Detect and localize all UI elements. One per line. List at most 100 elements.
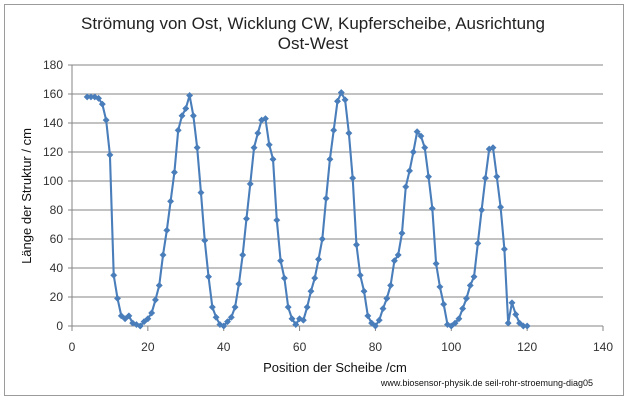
data-point-marker [322, 194, 330, 202]
data-point-marker [212, 313, 220, 321]
data-point-marker [223, 318, 232, 326]
data-point-marker [167, 197, 175, 205]
tick-labels: 0 20 40 60 80 100 120 140 160 180 0 20 40 60 80 100 120 1… [43, 58, 613, 354]
data-point-marker [102, 116, 110, 124]
source-credit: www.biosensor-physik.de seil-rohr-stroem… [380, 378, 593, 388]
data-point-marker [330, 126, 338, 134]
data-point-marker [318, 235, 326, 243]
data-point-marker [288, 315, 296, 323]
data-point-marker [148, 309, 156, 317]
y-tick-label: 20 [50, 290, 64, 304]
data-point-marker [303, 303, 311, 311]
data-point-marker [523, 322, 531, 330]
data-point-marker [337, 88, 345, 97]
data-point-marker [265, 141, 273, 149]
data-point-marker [311, 274, 319, 282]
data-point-marker [91, 93, 99, 101]
data-point-marker [94, 94, 103, 102]
data-point-marker [417, 132, 425, 140]
data-point-marker [242, 215, 251, 223]
data-point-marker [508, 299, 516, 307]
data-point-marker [220, 322, 228, 330]
y-tick-label: 140 [43, 116, 63, 130]
data-point-marker [402, 183, 410, 191]
data-point-marker [193, 144, 201, 152]
data-point-marker [113, 294, 122, 303]
y-tick-label: 60 [50, 232, 64, 246]
data-point-marker [151, 296, 159, 304]
data-point-marker [428, 204, 436, 213]
data-point-marker [440, 300, 448, 308]
x-tick-label: 0 [69, 340, 76, 354]
y-tick-label: 120 [43, 145, 63, 159]
data-point-marker [500, 245, 508, 253]
data-point-marker [273, 216, 281, 224]
data-point-marker [333, 97, 342, 105]
data-point-marker [360, 287, 368, 295]
data-point-marker [474, 239, 482, 247]
data-point-marker [299, 316, 307, 324]
data-point-marker [504, 319, 512, 327]
data-point-marker [277, 257, 285, 265]
data-point-marker [307, 287, 315, 295]
data-point-marker [110, 271, 118, 279]
y-axis-title: Länge der Struktur / cm [19, 128, 34, 264]
data-point-marker [409, 148, 417, 156]
data-point-marker [227, 313, 235, 321]
data-point-marker [481, 174, 489, 182]
data-point-marker [394, 251, 402, 259]
data-point-marker [186, 91, 194, 100]
data-point-marker [349, 174, 357, 182]
data-point-marker [235, 280, 243, 288]
x-tick-label: 40 [217, 340, 231, 354]
axes [68, 64, 604, 331]
data-point-marker [98, 100, 106, 108]
data-point-marker [497, 203, 505, 211]
data-point-marker [125, 312, 133, 320]
data-point-marker [352, 241, 361, 249]
data-point-marker [178, 112, 186, 120]
data-point-marker [470, 273, 478, 281]
data-point-marker [406, 167, 414, 175]
data-point-marker [326, 155, 334, 163]
data-point-marker [421, 144, 429, 152]
data-markers [83, 88, 531, 330]
data-point-marker [379, 305, 387, 313]
data-point-marker [436, 283, 444, 291]
data-point-marker [170, 168, 178, 176]
data-point-marker [371, 322, 379, 330]
data-point-marker [254, 129, 262, 137]
x-tick-label: 80 [369, 340, 383, 354]
data-point-marker [189, 112, 197, 120]
data-point-marker [208, 303, 216, 311]
data-point-marker [489, 144, 497, 152]
x-tick-label: 120 [517, 340, 537, 354]
x-tick-label: 20 [141, 340, 155, 354]
data-point-marker [466, 281, 474, 289]
y-tick-label: 180 [43, 58, 63, 72]
data-point-marker [155, 281, 163, 289]
data-point-marker [390, 257, 398, 265]
x-tick-label: 60 [293, 340, 307, 354]
data-point-marker [455, 315, 463, 323]
data-series [86, 91, 529, 328]
data-point-marker [163, 226, 171, 234]
data-point-marker [261, 115, 269, 123]
data-point-marker [201, 236, 209, 245]
data-point-marker [424, 173, 433, 181]
data-point-marker [451, 319, 459, 327]
data-point-marker [292, 320, 300, 329]
data-point-marker [459, 305, 467, 313]
data-point-marker [280, 274, 288, 282]
data-point-marker [341, 96, 349, 104]
data-point-marker [364, 312, 372, 320]
data-point-marker [478, 206, 486, 214]
series-line-0 [86, 91, 529, 328]
data-point-marker [314, 255, 323, 263]
data-point-marker [512, 310, 520, 318]
data-point-marker [493, 173, 501, 181]
y-tick-label: 40 [50, 261, 64, 275]
data-point-marker [413, 128, 421, 136]
data-point-marker [284, 303, 292, 311]
